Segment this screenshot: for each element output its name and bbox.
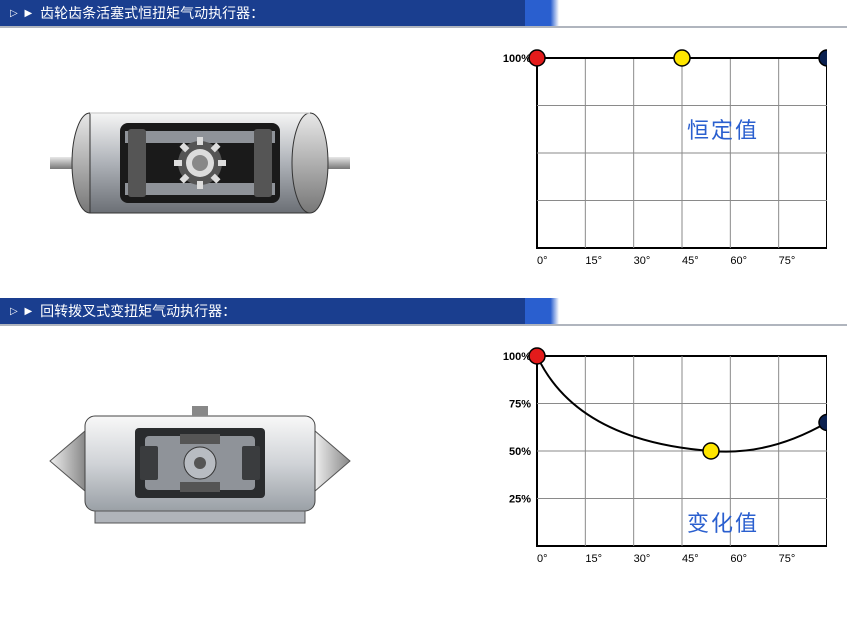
- title-arrow-icon: ▷ ▶: [10, 8, 34, 19]
- content-row-1: 0° 15° 30° 45° 60° 75° 100% 恒定值: [0, 28, 847, 278]
- content-row-2: 0° 15° 30° 45° 60° 75° 100% 75% 50% 25% 变化值: [0, 326, 847, 576]
- svg-text:100%: 100%: [503, 351, 531, 363]
- chart-svg-2: 0° 15° 30° 45° 60° 75° 100% 75% 50% 25%: [497, 346, 827, 576]
- svg-text:15°: 15°: [585, 553, 602, 565]
- svg-text:75°: 75°: [779, 255, 796, 267]
- svg-text:75°: 75°: [779, 553, 796, 565]
- svg-text:0°: 0°: [537, 553, 548, 565]
- svg-text:0°: 0°: [537, 255, 548, 267]
- chart-constant: 0° 15° 30° 45° 60° 75° 100% 恒定值: [497, 48, 827, 278]
- svg-text:60°: 60°: [730, 255, 747, 267]
- svg-text:100%: 100%: [503, 53, 531, 65]
- actuator-illustration-rack-pinion: [20, 48, 380, 278]
- chart-svg-1: 0° 15° 30° 45° 60° 75° 100%: [497, 48, 827, 278]
- chart-label-constant: 恒定值: [687, 113, 759, 145]
- chart-label-variable: 变化值: [687, 506, 759, 538]
- svg-text:50%: 50%: [509, 446, 531, 458]
- svg-text:30°: 30°: [634, 553, 651, 565]
- title-bar-1: ▷ ▶ 齿轮齿条活塞式恒扭矩气动执行器：: [0, 0, 847, 28]
- svg-text:25%: 25%: [509, 494, 531, 506]
- section-variable-torque: ▷ ▶ 回转拨叉式变扭矩气动执行器：: [0, 298, 847, 576]
- title-arrow-icon: ▷ ▶: [10, 306, 34, 317]
- chart-variable: 0° 15° 30° 45° 60° 75° 100% 75% 50% 25% 变化值: [497, 346, 827, 576]
- svg-text:45°: 45°: [682, 553, 699, 565]
- title-text-2: 回转拨叉式变扭矩气动执行器：: [40, 301, 236, 321]
- title-bar-2: ▷ ▶ 回转拨叉式变扭矩气动执行器：: [0, 298, 847, 326]
- section-constant-torque: ▷ ▶ 齿轮齿条活塞式恒扭矩气动执行器：: [0, 0, 847, 278]
- rack-pinion-icon: [50, 83, 350, 243]
- svg-text:15°: 15°: [585, 255, 602, 267]
- svg-text:75%: 75%: [509, 399, 531, 411]
- scotch-yoke-icon: [40, 376, 360, 546]
- actuator-illustration-scotch-yoke: [20, 346, 380, 576]
- title-text-1: 齿轮齿条活塞式恒扭矩气动执行器：: [40, 3, 264, 23]
- svg-text:60°: 60°: [730, 553, 747, 565]
- svg-text:45°: 45°: [682, 255, 699, 267]
- svg-text:30°: 30°: [634, 255, 651, 267]
